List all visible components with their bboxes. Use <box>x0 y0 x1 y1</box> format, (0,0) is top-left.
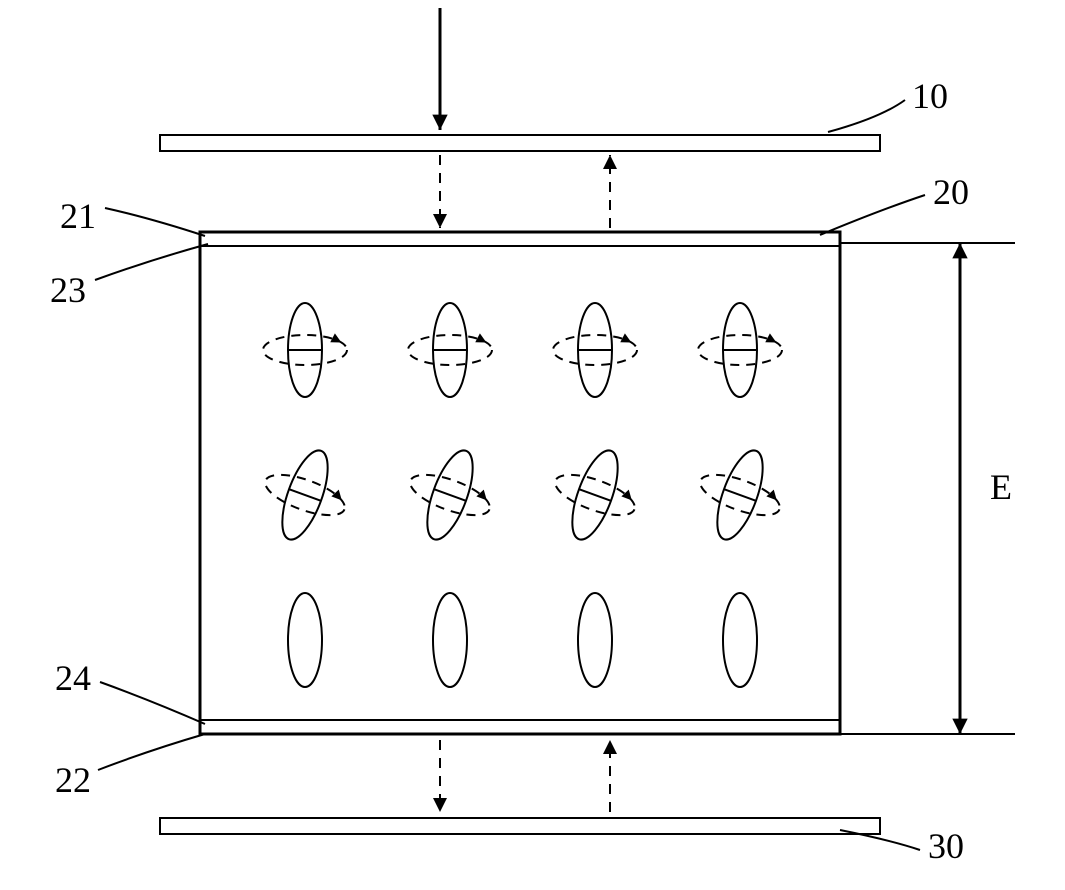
ref-24-label: 24 <box>55 658 91 698</box>
ref-23-label: 23 <box>50 270 86 310</box>
ref-24-leader <box>100 682 205 724</box>
e-label: E <box>990 467 1012 507</box>
top-plate <box>160 135 880 151</box>
liquid-crystal-cell <box>200 232 840 734</box>
ref-23-leader <box>95 244 208 280</box>
lc-molecule <box>433 593 467 687</box>
ref-22-label: 22 <box>55 760 91 800</box>
ref-21-leader <box>105 208 205 236</box>
lc-molecule <box>698 303 782 397</box>
ref-20-leader <box>820 195 925 235</box>
lc-molecule <box>553 303 637 397</box>
lc-molecule <box>394 436 505 553</box>
lc-molecule <box>408 303 492 397</box>
rotation-arrow-icon <box>621 488 635 500</box>
lc-molecule <box>684 436 795 553</box>
ref-20-label: 20 <box>933 172 969 212</box>
rotation-arrow-icon <box>331 488 345 500</box>
bottom-plate-label: 30 <box>928 826 964 866</box>
lc-molecule <box>539 436 650 553</box>
top-plate-leader <box>828 100 905 132</box>
lc-molecule <box>288 593 322 687</box>
bottom-plate <box>160 818 880 834</box>
ref-22-leader <box>98 734 205 770</box>
lc-molecule <box>249 436 360 553</box>
ref-21-label: 21 <box>60 196 96 236</box>
lc-molecule <box>578 593 612 687</box>
rotation-arrow-icon <box>476 488 490 500</box>
lc-molecule <box>723 593 757 687</box>
rotation-arrow-icon <box>766 488 780 500</box>
lc-molecule <box>263 303 347 397</box>
top-plate-label: 10 <box>912 76 948 116</box>
